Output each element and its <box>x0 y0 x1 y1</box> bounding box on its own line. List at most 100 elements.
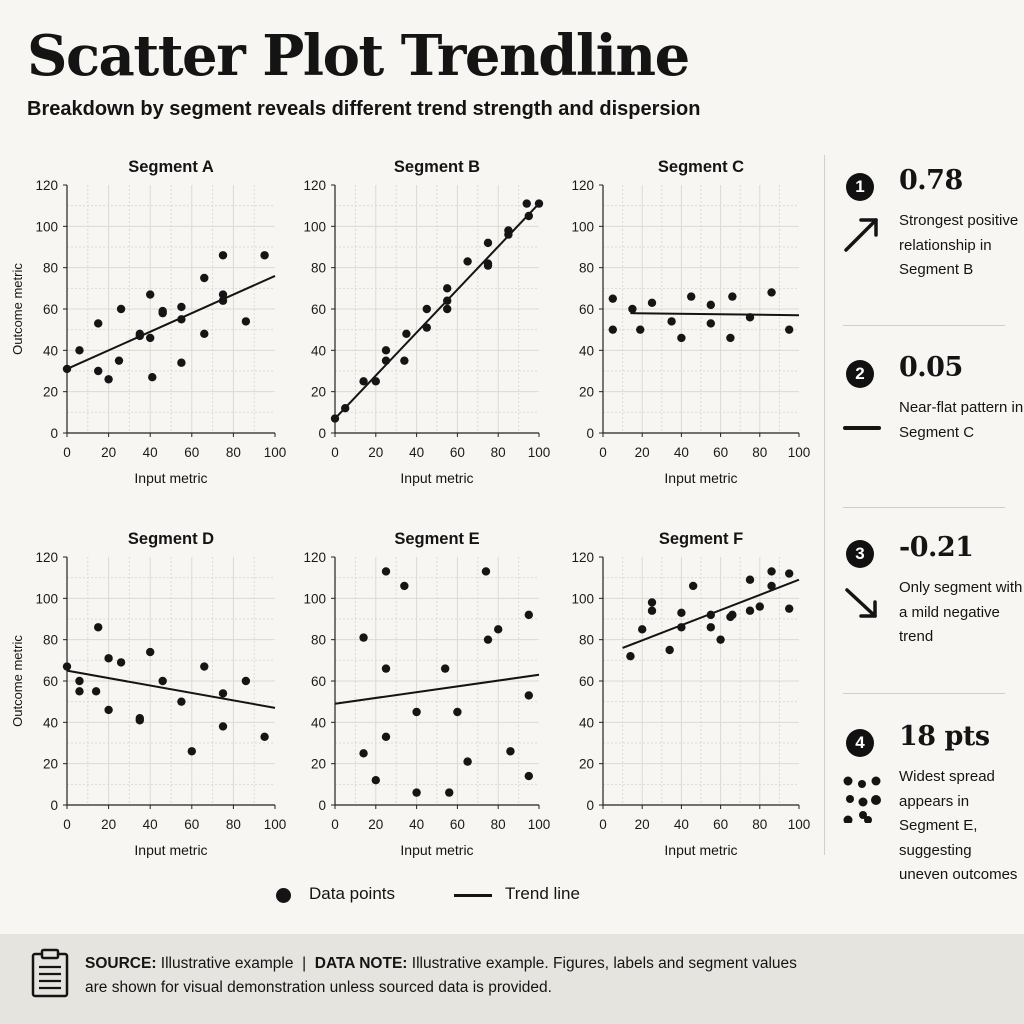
data-point <box>200 273 209 283</box>
legend-point-swatch <box>276 888 291 903</box>
clipboard-icon <box>31 948 69 998</box>
chart-legend: Data points Trend line <box>0 878 840 912</box>
y-tick-label: 40 <box>311 343 326 358</box>
x-tick-label: 80 <box>752 817 767 832</box>
data-point <box>177 315 186 324</box>
y-tick-label: 20 <box>43 385 58 400</box>
y-tick-label: 0 <box>586 426 594 441</box>
x-tick-label: 60 <box>184 445 199 460</box>
chart-title: Segment E <box>394 530 479 548</box>
y-tick-label: 40 <box>579 715 594 730</box>
data-point <box>75 346 84 355</box>
data-point <box>135 714 144 723</box>
x-tick-label: 40 <box>674 817 689 832</box>
data-point <box>506 747 515 756</box>
segment-chart-2: 0 20 40 60 80 100 0 20 40 60 80 100 120 Segment B Inpu… <box>303 158 550 486</box>
data-point <box>104 654 113 663</box>
data-point <box>381 732 391 741</box>
trend-line <box>630 312 800 317</box>
x-axis-label: Input metric <box>134 842 207 858</box>
data-point <box>767 288 776 297</box>
data-point <box>483 259 493 268</box>
y-tick-label: 20 <box>311 385 326 400</box>
footer-divider: | <box>302 955 307 972</box>
footer-text: SOURCE: Illustrative example | DATA NOTE… <box>85 952 805 1000</box>
data-point <box>218 251 228 260</box>
y-tick-label: 100 <box>571 591 594 606</box>
segment-chart-5: 0 20 40 60 80 100 0 20 40 60 80 100 120 Segment E Inpu… <box>303 530 550 858</box>
chart-title: Segment A <box>128 158 214 176</box>
data-point <box>341 404 350 413</box>
data-point <box>94 366 103 376</box>
y-tick-label: 120 <box>571 550 594 565</box>
data-point <box>94 319 103 328</box>
y-tick-label: 0 <box>318 798 326 813</box>
x-tick-label: 0 <box>331 445 339 460</box>
y-tick-label: 120 <box>35 550 58 565</box>
x-tick-label: 20 <box>368 445 383 460</box>
x-tick-label: 20 <box>635 817 650 832</box>
data-point <box>785 569 794 578</box>
insight-text: Only segment with a mild negative trend <box>899 579 1023 645</box>
data-point <box>481 567 491 576</box>
insight-separator <box>843 507 1005 508</box>
data-point <box>534 199 544 208</box>
y-tick-label: 100 <box>35 219 58 234</box>
chart-title: Segment B <box>394 158 480 176</box>
chart-title: Segment F <box>659 530 743 548</box>
insight-number-badge: 2 <box>846 360 874 388</box>
x-tick-label: 40 <box>674 445 689 460</box>
x-tick-label: 60 <box>184 817 199 832</box>
data-point <box>716 635 725 644</box>
insight-separator <box>843 325 1005 326</box>
y-tick-label: 0 <box>50 798 58 813</box>
data-point <box>241 676 251 686</box>
x-tick-label: 60 <box>713 817 728 832</box>
y-tick-label: 60 <box>43 302 58 317</box>
data-point <box>135 329 144 338</box>
data-point <box>494 625 503 634</box>
data-point <box>745 313 755 322</box>
data-point <box>114 356 124 365</box>
data-point <box>745 575 755 584</box>
insight-text: Near-flat pattern in Segment C <box>899 399 1024 441</box>
data-point <box>785 325 794 334</box>
x-tick-label: 60 <box>450 817 465 832</box>
insight-number-badge: 3 <box>846 540 874 568</box>
x-tick-label: 20 <box>101 817 116 832</box>
y-axis-label: Outcome metric <box>10 263 25 355</box>
data-point <box>785 604 794 613</box>
legend-trend-swatch <box>454 894 492 897</box>
insight-number-badge: 4 <box>846 729 874 757</box>
y-tick-label: 80 <box>311 633 326 648</box>
y-tick-label: 60 <box>579 302 594 317</box>
data-point <box>440 664 450 673</box>
data-point <box>687 292 696 301</box>
x-axis-label: Input metric <box>134 470 207 486</box>
data-point <box>608 294 617 303</box>
data-point <box>218 722 228 731</box>
data-point <box>728 292 737 301</box>
data-point <box>483 635 493 644</box>
chart-title: Segment D <box>128 530 214 548</box>
data-point <box>522 199 531 208</box>
segment-chart-4: 0 20 40 60 80 100 0 20 40 60 80 100 120 Segment D Inpu… <box>10 530 286 858</box>
data-point <box>187 747 196 756</box>
x-tick-label: 60 <box>713 445 728 460</box>
data-point <box>677 608 686 617</box>
x-tick-label: 40 <box>143 445 158 460</box>
data-point <box>524 610 533 620</box>
data-point <box>688 581 698 591</box>
data-point <box>677 623 686 632</box>
source-value: Illustrative example <box>160 955 294 972</box>
y-tick-label: 100 <box>35 591 58 606</box>
y-tick-label: 60 <box>311 302 326 317</box>
data-point <box>647 606 657 615</box>
data-point <box>330 414 340 423</box>
y-tick-label: 60 <box>43 674 58 689</box>
x-tick-label: 100 <box>264 445 287 460</box>
data-point <box>400 356 409 365</box>
data-point <box>158 306 167 316</box>
footer: SOURCE: Illustrative example | DATA NOTE… <box>0 934 1024 1024</box>
data-point <box>62 364 72 374</box>
